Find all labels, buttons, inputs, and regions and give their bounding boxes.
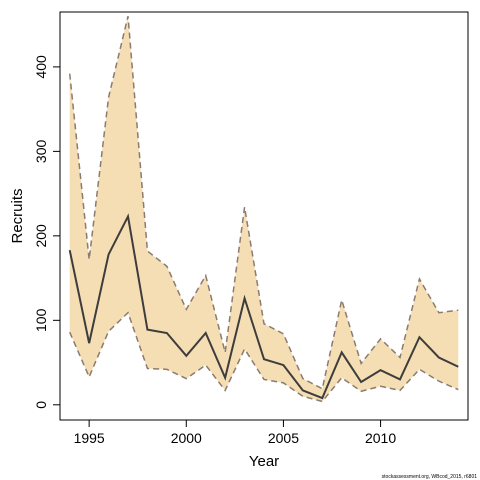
confidence-band-layer	[69, 16, 459, 402]
y-tick-label: 100	[33, 308, 49, 332]
x-axis-title: Year	[249, 453, 279, 470]
series-lines-layer	[68, 16, 459, 403]
confidence-band	[69, 16, 459, 402]
y-tick-label: 0	[33, 401, 49, 409]
x-tick-label: 2010	[365, 430, 396, 446]
x-tick-label: 2000	[171, 430, 202, 446]
y-axis: 0 100 200 300 400	[33, 55, 61, 409]
lower-interval-line	[69, 311, 459, 403]
x-tick-label: 2005	[268, 430, 299, 446]
source-footnote: stockassessment.org, WBcod_2015, r6801	[382, 474, 478, 480]
y-tick-label: 200	[33, 224, 49, 248]
x-axis: 1995 2000 2005 2010	[74, 419, 396, 446]
estimate-line	[68, 213, 459, 400]
y-tick-label: 300	[33, 139, 49, 163]
upper-interval-line	[68, 16, 459, 390]
y-tick-label: 400	[33, 55, 49, 79]
x-tick-label: 1995	[74, 430, 105, 446]
y-axis-title: Recruits	[9, 188, 26, 243]
